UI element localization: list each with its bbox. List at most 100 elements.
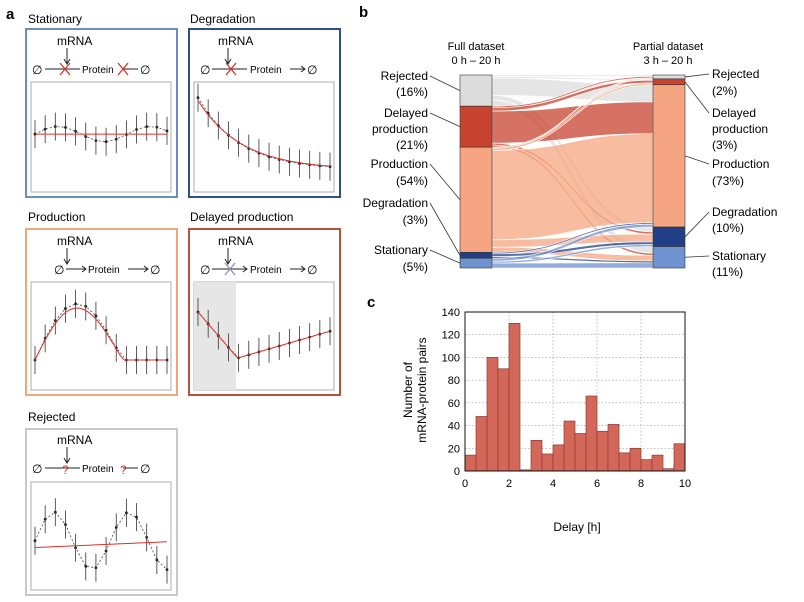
right-category-label: (11%) [712, 265, 743, 279]
histogram-bar [640, 459, 653, 472]
right-category-bar [652, 246, 686, 269]
histogram-bar [651, 454, 664, 472]
left-header-line1: Full dataset [448, 41, 505, 53]
y-tick-label: 140 [442, 307, 460, 319]
histogram-bar [552, 444, 565, 472]
right-category-bar [652, 74, 686, 80]
right-category-label: (2%) [712, 84, 737, 98]
right-category-bar [652, 84, 686, 228]
empty-set-symbol: ∅ [307, 63, 317, 77]
y-tick-label: 40 [448, 421, 460, 433]
model-title-delayed-production: Delayed production [190, 210, 293, 224]
data-point [165, 129, 169, 133]
model-frame-degradation [188, 28, 341, 198]
data-point [155, 558, 159, 562]
model-frame-production [25, 228, 178, 396]
schematic-arrows [45, 48, 306, 469]
panel-b-flow: Full dataset 0 h – 20 h Partial dataset … [363, 41, 778, 279]
alluvial-flows [491, 74, 654, 269]
leader-line [684, 73, 710, 78]
model-title-rejected: Rejected [28, 410, 75, 424]
panel-label-b: b [359, 4, 368, 21]
mini-plot-traces [33, 83, 332, 584]
y-tick-label: 80 [448, 375, 460, 387]
left-category-bar [459, 252, 493, 259]
data-point [74, 129, 78, 133]
flow-band [491, 74, 654, 77]
left-category-label: (54%) [396, 174, 428, 188]
left-category-label: (21%) [396, 138, 428, 152]
empty-set-symbol: ∅ [140, 462, 150, 476]
right-category-label: Stationary [712, 249, 766, 263]
left-category-label: Degradation [363, 196, 428, 210]
right-category-label: (10%) [712, 221, 744, 235]
protein-label: Protein [250, 65, 282, 76]
left-category-label: production [372, 122, 428, 136]
delay-cross-mark [224, 262, 236, 276]
y-tick-label: 120 [442, 330, 460, 342]
mrna-label: mRNA [57, 234, 92, 248]
model-fit-line [34, 307, 167, 361]
empty-set-symbol: ∅ [54, 263, 64, 277]
x-tick-label: 2 [506, 478, 512, 490]
model-fit-line [34, 541, 168, 549]
right-category-label: Rejected [712, 67, 759, 81]
protein-label: Protein [82, 65, 114, 76]
histogram-bar [541, 453, 554, 472]
left-category-label: (3%) [403, 213, 428, 227]
model-title-stationary: Stationary [28, 12, 82, 26]
left-category-label: Stationary [374, 243, 428, 257]
model-frame-stationary [25, 28, 178, 198]
x-tick-label: 8 [638, 478, 644, 490]
model-frame-rejected [25, 428, 178, 596]
y-tick-label: 0 [454, 466, 460, 478]
right-category-label: (3%) [712, 138, 737, 152]
right-category-bar [652, 78, 686, 86]
data-point [64, 125, 67, 129]
y-tick-label: 20 [448, 443, 460, 455]
leader-line [684, 155, 710, 165]
right-header-line2: 3 h – 20 h [644, 55, 693, 67]
question-mark: ? [62, 463, 69, 477]
flow-band [491, 262, 654, 269]
empty-set-symbol: ∅ [200, 263, 210, 277]
mrna-label: mRNA [57, 34, 92, 48]
histogram-bar [508, 323, 521, 472]
data-point [135, 515, 138, 519]
cross-marks [59, 62, 237, 76]
data-point [43, 127, 47, 131]
histogram-bar [596, 430, 609, 472]
leader-line [429, 202, 461, 256]
empty-set-symbol: ∅ [200, 63, 210, 77]
model-title-production: Production [28, 210, 85, 224]
y-tick-label: 100 [442, 352, 460, 364]
model-fit-line [197, 100, 331, 167]
mrna-label: mRNA [218, 34, 253, 48]
x-tick-label: 4 [550, 478, 556, 490]
mini-plot-rejected [30, 481, 172, 591]
left-category-label: (16%) [396, 85, 428, 99]
empty-set-symbol: ∅ [140, 63, 150, 77]
histogram-bar [618, 452, 631, 472]
protein-trace [34, 511, 168, 570]
right-category-label: Degradation [712, 205, 777, 219]
leader-line [684, 255, 710, 258]
data-point [104, 140, 108, 144]
leader-line [684, 211, 710, 238]
right-category-label: production [712, 122, 768, 136]
histogram-bar [574, 433, 587, 472]
histogram-bar [607, 424, 620, 472]
leader-line [429, 249, 461, 264]
x-tick-label: 0 [462, 478, 468, 490]
data-point [145, 125, 149, 129]
histogram-bar [629, 447, 642, 472]
left-category-label: (5%) [403, 260, 428, 274]
alluvial-labels: Rejected (16%) Delayed production (21%) Produ… [363, 67, 778, 279]
x-axis-label: Delay [h] [553, 520, 600, 534]
left-category-label: Delayed [384, 106, 428, 120]
protein-label: Protein [88, 265, 120, 276]
left-category-label: Production [371, 157, 428, 171]
histogram-bar [475, 416, 488, 472]
plot-frame [464, 311, 686, 472]
right-category-label: (73%) [712, 174, 744, 188]
